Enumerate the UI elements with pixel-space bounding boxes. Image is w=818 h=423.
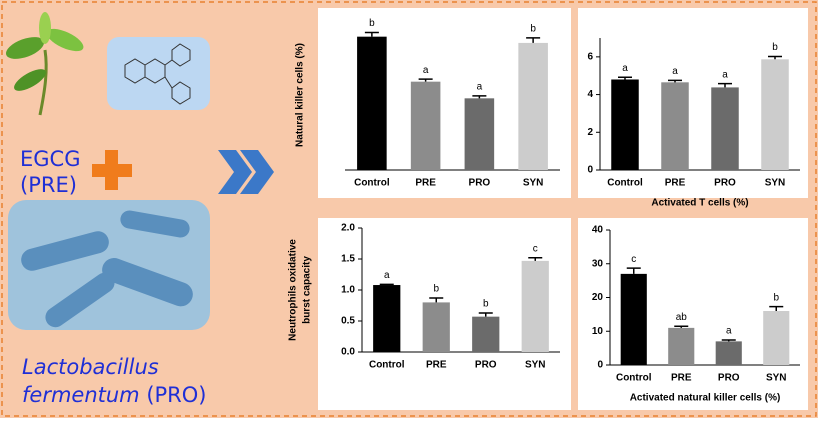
significance-letter: c (631, 254, 636, 265)
error-bar (626, 267, 641, 274)
significance-letter: a (423, 65, 429, 76)
x-tick-label: PRE (671, 373, 692, 384)
species-label: fermentum (22, 383, 140, 407)
bar (668, 327, 695, 365)
error-bar (668, 79, 682, 83)
significance-letter: b (369, 18, 375, 29)
y-tick-label: 0.5 (341, 316, 355, 327)
bar (521, 260, 549, 352)
x-tick-label: SYN (765, 178, 786, 189)
error-bar (429, 297, 444, 303)
significance-letter: b (772, 42, 778, 53)
significance-letter: b (530, 24, 536, 35)
y-tick-label: 10 (592, 326, 604, 337)
x-tick-label: PRE (426, 360, 447, 371)
y-tick-label: 6 (587, 51, 593, 62)
error-bar (768, 55, 782, 60)
x-tick-label: Control (616, 373, 652, 384)
tea-leaves (5, 12, 84, 116)
x-tick-label: PRO (475, 360, 497, 371)
significance-letter: a (384, 270, 390, 281)
error-bar (364, 31, 379, 37)
chevrons (218, 150, 274, 194)
x-axis-label: Activated natural killer cells (%) (630, 393, 781, 404)
x-tick-label: SYN (525, 360, 546, 371)
x-tick-label: Control (369, 360, 405, 371)
x-tick-label: PRO (714, 178, 736, 189)
bar (422, 302, 450, 352)
significance-letter: a (672, 66, 678, 77)
egcg-structure (107, 37, 210, 110)
y-tick-label: 1.0 (341, 285, 355, 296)
y-tick-label: 4 (587, 89, 593, 100)
significance-letter: a (477, 81, 483, 92)
significance-letter: b (433, 284, 439, 295)
y-tick-label: 0 (597, 360, 603, 371)
y-tick-label: 40 (592, 225, 604, 236)
significance-letter: ab (676, 312, 688, 323)
plus (92, 150, 132, 190)
error-bar (379, 283, 394, 286)
error-bar (478, 312, 493, 317)
error-bar (721, 339, 736, 342)
bacteria (21, 210, 193, 328)
y-axis-label: Natural killer cells (%) (295, 43, 306, 147)
y-tick-label: 20 (592, 292, 604, 303)
bar (472, 316, 500, 352)
y-tick-label: 0 (587, 165, 593, 176)
genus-label: Lactobacillus (22, 355, 159, 379)
bar (611, 79, 639, 170)
y-tick-label: 2.0 (341, 223, 355, 234)
bar (373, 285, 401, 352)
bar (518, 42, 548, 170)
y-tick-label: 0.0 (341, 347, 355, 358)
significance-letter: a (622, 63, 628, 74)
bar (410, 81, 441, 170)
pre-label: (PRE) (20, 173, 77, 197)
x-tick-label: SYN (523, 178, 544, 189)
error-bar (418, 78, 433, 82)
x-tick-label: PRO (469, 178, 491, 189)
structure-drawing (124, 43, 191, 105)
error-bar (674, 325, 689, 328)
species-line: fermentum (PRO) (22, 383, 207, 407)
bar (464, 98, 495, 170)
x-tick-label: PRE (665, 178, 686, 189)
y-axis-label: Neutrophils oxidative (288, 239, 299, 341)
x-tick-label: PRE (415, 178, 436, 189)
y-tick-label: 30 (592, 258, 604, 269)
x-tick-label: PRO (718, 373, 740, 384)
error-bar (472, 95, 487, 99)
bar (761, 59, 789, 170)
bar (357, 36, 387, 170)
x-axis-label: Activated T cells (%) (651, 198, 748, 209)
x-tick-label: SYN (766, 373, 787, 384)
y-tick-label: 1.5 (341, 254, 355, 265)
bar (715, 341, 742, 365)
x-tick-label: Control (607, 178, 643, 189)
significance-letter: b (773, 292, 779, 303)
significance-letter: a (726, 326, 732, 337)
bar (763, 311, 790, 365)
error-bar (526, 37, 541, 43)
bar (620, 273, 647, 365)
error-bar (528, 257, 543, 261)
egcg-label: EGCG (20, 147, 80, 171)
error-bar (769, 305, 784, 311)
significance-letter: b (483, 299, 489, 310)
pro-label: (PRO) (146, 383, 206, 407)
bar (711, 87, 739, 170)
significance-letter: a (722, 69, 728, 80)
error-bar (718, 82, 732, 88)
x-tick-label: Control (354, 178, 390, 189)
significance-letter: c (533, 243, 538, 254)
y-tick-label: 2 (587, 127, 593, 138)
bar (661, 82, 689, 170)
error-bar (618, 76, 632, 80)
y-axis-label: burst capacity (302, 256, 313, 324)
